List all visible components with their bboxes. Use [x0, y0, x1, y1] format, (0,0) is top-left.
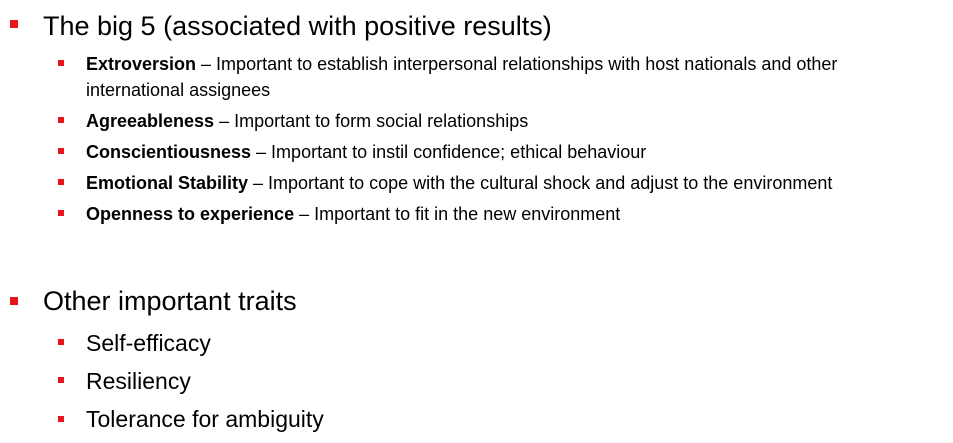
trait-description: – Important to establish interpersonal r…: [86, 54, 838, 100]
trait-term: Agreeableness: [86, 111, 215, 131]
trait-item-agreeableness: Agreeableness – Important to form social…: [86, 108, 936, 134]
red-square-bullet-icon: [58, 210, 64, 216]
red-square-bullet-icon: [58, 117, 64, 123]
trait-term: Openness to experience: [86, 204, 295, 224]
trait-description: – Important to instil confidence; ethica…: [251, 142, 647, 162]
red-square-bullet-icon: [58, 416, 64, 422]
trait-term: Emotional Stability: [86, 173, 249, 193]
red-square-bullet-icon: [10, 20, 18, 28]
trait-item-resiliency: Resiliency: [86, 368, 191, 394]
trait-item-openness: Openness to experience – Important to fi…: [86, 201, 936, 227]
red-square-bullet-icon: [58, 179, 64, 185]
section-heading-big-five: The big 5 (associated with positive resu…: [43, 11, 552, 41]
trait-item-conscientiousness: Conscientiousness – Important to instil …: [86, 139, 936, 165]
trait-description: – Important to cope with the cultural sh…: [248, 173, 833, 193]
trait-term: Extroversion: [86, 54, 197, 74]
trait-item-extroversion: Extroversion – Important to establish in…: [86, 51, 936, 103]
trait-item-self-efficacy: Self-efficacy: [86, 330, 211, 356]
trait-item-emotional-stability: Emotional Stability – Important to cope …: [86, 170, 936, 196]
trait-description: – Important to form social relationships: [214, 111, 529, 131]
red-square-bullet-icon: [58, 60, 64, 66]
trait-term: Conscientiousness: [86, 142, 252, 162]
red-square-bullet-icon: [58, 377, 64, 383]
section-heading-other-traits: Other important traits: [43, 286, 297, 316]
trait-item-tolerance-for-ambiguity: Tolerance for ambiguity: [86, 406, 324, 432]
red-square-bullet-icon: [58, 148, 64, 154]
red-square-bullet-icon: [10, 297, 18, 305]
red-square-bullet-icon: [58, 339, 64, 345]
trait-description: – Important to fit in the new environmen…: [294, 204, 621, 224]
